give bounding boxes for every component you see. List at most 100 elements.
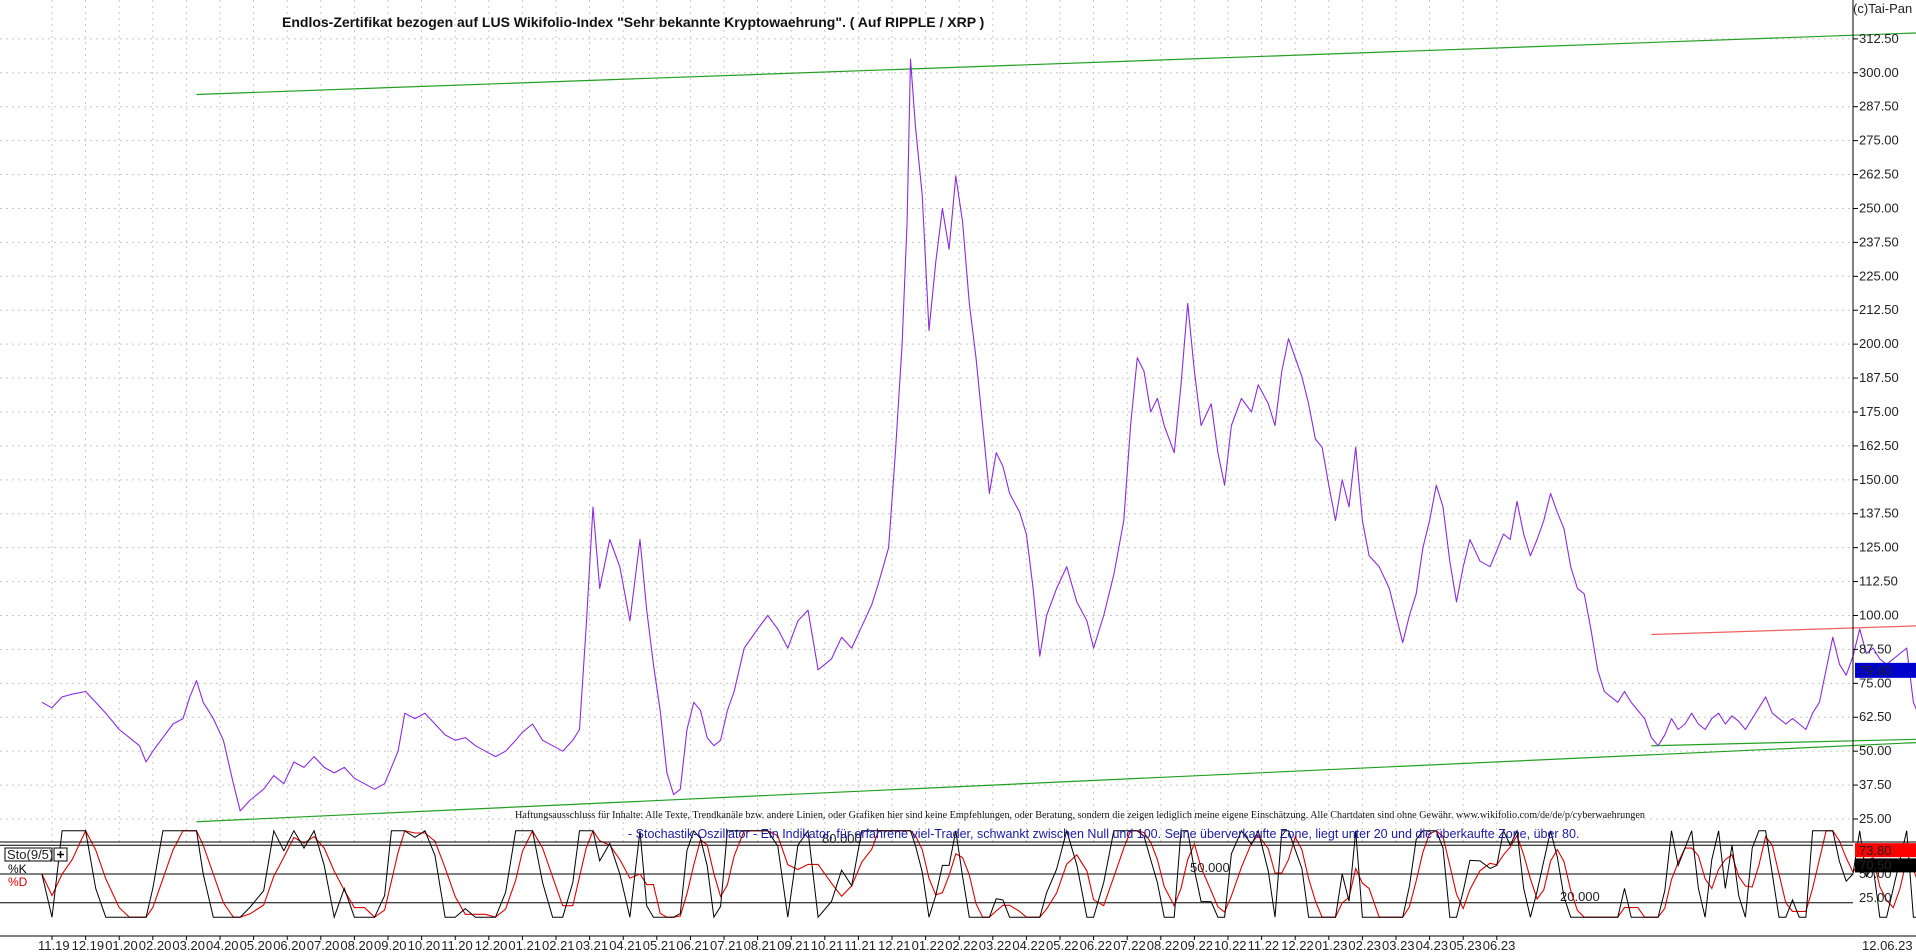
date-tick-label: 05.22	[1046, 938, 1079, 952]
date-tick-label: 02.20	[139, 938, 172, 952]
price-tick-label: 87.50	[1859, 641, 1892, 656]
price-tick-label: 262.50	[1859, 167, 1899, 182]
date-tick-label: 10.20	[408, 938, 441, 952]
stochastic-series	[41, 828, 1916, 920]
date-tick-label: 11.19	[38, 938, 70, 952]
date-tick-label: 01.23	[1315, 938, 1348, 952]
date-tick-label: 03.22	[979, 938, 1012, 952]
price-series	[41, 58, 1916, 812]
date-tick-label: 01.21	[508, 938, 541, 952]
date-tick-label: 12.19	[72, 938, 105, 952]
disclaimer-text: Haftungsausschluss für Inhalte: Alle Tex…	[515, 810, 1646, 821]
d-value-label: 70.50	[1859, 857, 1892, 872]
k-legend-label: %K	[8, 862, 27, 876]
expand-indicator-icon[interactable]	[53, 847, 68, 862]
date-tick-label: 09.21	[777, 938, 810, 952]
date-tick-label: 12.20	[475, 938, 508, 952]
price-tick-label: 275.00	[1859, 133, 1899, 148]
date-tick-label: 12.21	[878, 938, 911, 952]
copyright-label: (c)Tai-Pan	[1853, 1, 1912, 16]
price-tick-label: 100.00	[1859, 607, 1899, 622]
last-date-label: 12.06.23	[1862, 938, 1913, 952]
stochastic-description: - Stochastik-Oszillator - Ein Indikator,…	[628, 827, 1579, 841]
date-tick-label: 03.20	[172, 938, 205, 952]
price-tick-label: 187.50	[1859, 370, 1899, 385]
d-legend-label: %D	[8, 875, 28, 889]
date-tick-label: 04.23	[1416, 938, 1449, 952]
date-tick-label: 08.22	[1147, 938, 1180, 952]
price-tick-label: 37.50	[1859, 777, 1892, 792]
trendline	[196, 742, 1916, 823]
trendlines	[196, 32, 1916, 823]
price-tick-label: 300.00	[1859, 65, 1899, 80]
chart-title: Endlos-Zertifikat bezogen auf LUS Wikifo…	[282, 14, 984, 30]
date-tick-label: 09.20	[374, 938, 407, 952]
reference-line-label: 50.000	[1190, 860, 1230, 875]
date-tick-label: 08.20	[340, 938, 373, 952]
price-grid	[0, 0, 1853, 842]
date-tick-label: 06.20	[273, 938, 306, 952]
indicator-name-label: Sto(9/5)	[7, 847, 53, 862]
stochastic-tick-label: 25.00	[1859, 890, 1892, 905]
percent-d-line	[41, 829, 1916, 918]
price-tick-label: 150.00	[1859, 472, 1899, 487]
date-tick-label: 01.22	[912, 938, 945, 952]
price-tick-label: 225.00	[1859, 268, 1899, 283]
price-tick-label: 250.00	[1859, 200, 1899, 215]
price-tick-label: 200.00	[1859, 336, 1899, 351]
date-tick-label: 05.21	[643, 938, 676, 952]
date-tick-label: 04.21	[609, 938, 642, 952]
price-line	[41, 58, 1916, 812]
price-tick-label: 175.00	[1859, 404, 1899, 419]
date-tick-label: 11.21	[844, 938, 876, 952]
price-tick-label: 137.50	[1859, 506, 1899, 521]
trendline	[1651, 625, 1916, 636]
date-tick-label: 06.22	[1080, 938, 1113, 952]
date-tick-label: 10.22	[1214, 938, 1247, 952]
date-tick-label: 02.23	[1348, 938, 1381, 952]
last-value-badge	[1855, 662, 1916, 678]
date-tick-label: 09.22	[1180, 938, 1213, 952]
date-tick-label: 04.20	[206, 938, 239, 952]
date-tick-label: 11.20	[441, 938, 473, 952]
last-value-label: 79.60	[1859, 663, 1892, 678]
trendline	[1651, 738, 1916, 747]
date-x-axis: 11.19 12.19 01.20 02.20 03.20 04.20 05.20 06.20…	[38, 936, 1913, 952]
price-tick-label: 125.00	[1859, 540, 1899, 555]
date-tick-label: 01.20	[105, 938, 138, 952]
trendline	[196, 32, 1916, 96]
price-tick-label: 50.00	[1859, 743, 1892, 758]
date-tick-label: 08.21	[744, 938, 777, 952]
date-tick-label: 12.22	[1281, 938, 1314, 952]
price-tick-label: 312.50	[1859, 31, 1899, 46]
price-tick-label: 212.50	[1859, 302, 1899, 317]
reference-line-label: 20.000	[1560, 889, 1600, 904]
price-tick-label: 62.50	[1859, 709, 1892, 724]
date-tick-label: 04.22	[1012, 938, 1045, 952]
date-tick-label: 06.23	[1483, 938, 1516, 952]
date-tick-label: 05.20	[240, 938, 273, 952]
date-tick-label: 10.21	[811, 938, 844, 952]
date-tick-label: 03.23	[1382, 938, 1415, 952]
price-tick-label: 75.00	[1859, 675, 1892, 690]
d-value-badge	[1855, 858, 1916, 873]
k-value-label: 73.80	[1859, 843, 1892, 858]
price-tick-label: 287.50	[1859, 99, 1899, 114]
date-tick-label: 02.22	[945, 938, 978, 952]
price-tick-label: 162.50	[1859, 438, 1899, 453]
k-value-badge	[1855, 843, 1916, 858]
date-tick-label: 11.22	[1248, 938, 1280, 952]
date-tick-label: 02.21	[542, 938, 575, 952]
date-tick-label: 07.20	[307, 938, 340, 952]
date-tick-label: 05.23	[1449, 938, 1482, 952]
date-tick-label: 07.22	[1113, 938, 1146, 952]
price-tick-label: 112.50	[1859, 574, 1898, 589]
percent-k-line	[41, 828, 1916, 920]
price-tick-label: 237.50	[1859, 234, 1899, 249]
price-tick-label: 25.00	[1859, 811, 1892, 826]
date-tick-label: 07.21	[710, 938, 743, 952]
date-tick-label: 06.21	[676, 938, 709, 952]
